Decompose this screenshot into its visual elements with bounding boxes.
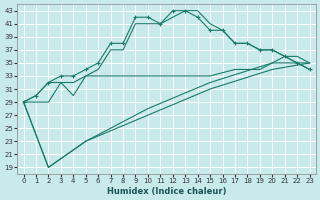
X-axis label: Humidex (Indice chaleur): Humidex (Indice chaleur) [107, 187, 226, 196]
